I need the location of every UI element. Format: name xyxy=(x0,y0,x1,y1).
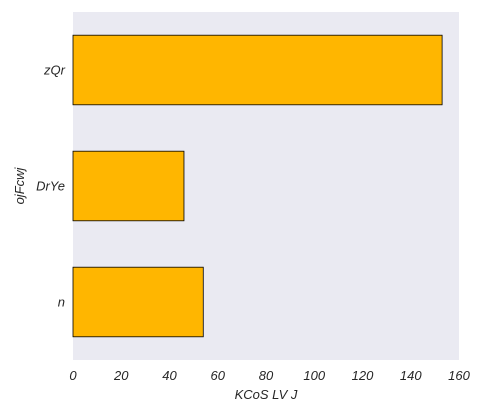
y-axis-label: ojFcwj xyxy=(12,166,27,204)
y-tick-label: n xyxy=(58,295,65,310)
y-tick-label: zQr xyxy=(43,63,66,78)
x-tick-label: 20 xyxy=(113,368,129,383)
bar-DrYe xyxy=(72,150,185,222)
x-axis-label: KCoS LV J xyxy=(235,387,298,402)
y-tick-labels: zQr DrYe n xyxy=(36,63,66,310)
x-tick-label: 40 xyxy=(162,368,177,383)
x-tick-label: 0 xyxy=(69,368,77,383)
y-tick-label: DrYe xyxy=(36,179,65,194)
bars-group xyxy=(72,34,443,338)
x-tick-label: 100 xyxy=(303,368,325,383)
bar-n xyxy=(72,266,204,338)
x-tick-label: 60 xyxy=(211,368,226,383)
x-tick-label: 140 xyxy=(400,368,422,383)
bar-zQr xyxy=(72,34,443,106)
x-tick-label: 160 xyxy=(448,368,470,383)
x-tick-label: 80 xyxy=(259,368,274,383)
x-tick-labels: 0 20 40 60 80 100 120 140 160 xyxy=(69,368,470,383)
x-tick-label: 120 xyxy=(352,368,374,383)
